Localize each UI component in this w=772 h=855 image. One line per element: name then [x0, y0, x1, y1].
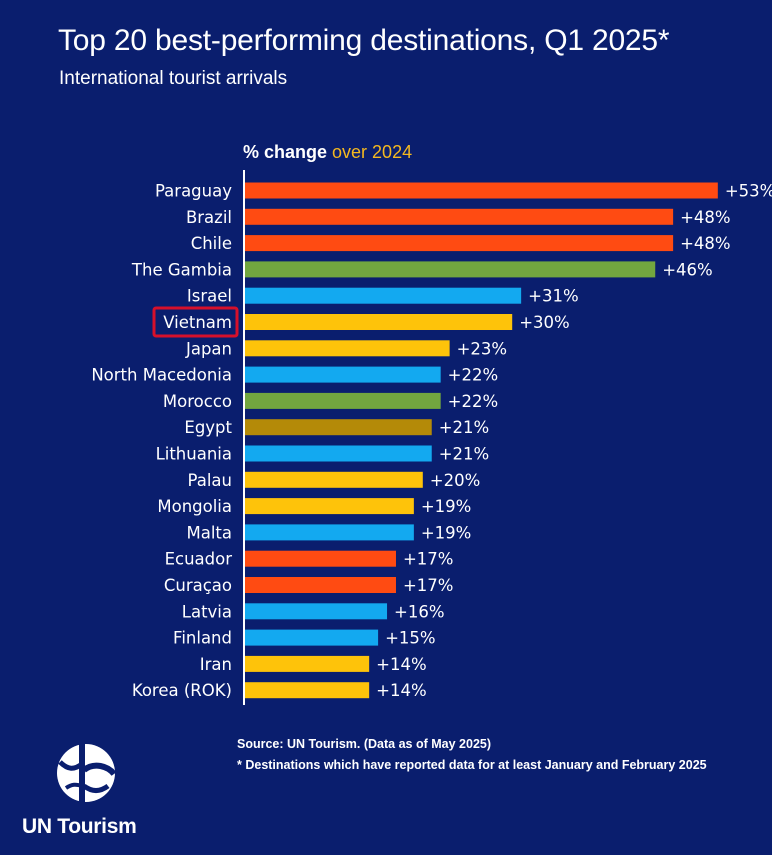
highlight-box: [152, 306, 239, 338]
bar-6: [244, 340, 450, 357]
category-label-7: North Macedonia: [91, 366, 232, 385]
brand-name: UN Tourism: [22, 815, 137, 838]
chart-subtitle: International tourist arrivals: [59, 68, 288, 89]
category-label-12: Mongolia: [157, 497, 232, 516]
bar-8: [244, 392, 441, 409]
value-label-3: +46%: [662, 260, 713, 279]
category-label-3: The Gambia: [131, 260, 232, 279]
value-label-19: +14%: [376, 681, 427, 700]
bar-11: [244, 471, 423, 488]
bar-18: [244, 655, 370, 672]
bar-9: [244, 419, 432, 436]
bar-13: [244, 524, 414, 541]
axis-heading: % change over 2024: [243, 142, 412, 163]
value-label-2: +48%: [680, 234, 731, 253]
category-label-4: Israel: [187, 287, 232, 306]
category-label-14: Ecuador: [165, 550, 233, 569]
axis-heading-accent: over 2024: [332, 142, 413, 162]
bar-10: [244, 445, 432, 462]
value-label-17: +15%: [385, 629, 436, 648]
bar-2: [244, 235, 674, 252]
category-label-6: Japan: [185, 339, 232, 358]
axis-heading-main: % change: [243, 142, 333, 162]
value-label-13: +19%: [421, 523, 472, 542]
value-label-4: +31%: [528, 287, 579, 306]
bar-1: [244, 208, 674, 225]
category-label-11: Palau: [188, 471, 232, 490]
chart-title: Top 20 best-performing destinations, Q1 …: [58, 24, 670, 57]
value-label-12: +19%: [421, 497, 472, 516]
value-label-18: +14%: [376, 655, 427, 674]
value-label-0: +53%: [725, 182, 772, 201]
category-label-0: Paraguay: [155, 182, 232, 201]
value-label-10: +21%: [439, 445, 490, 464]
category-label-9: Egypt: [184, 418, 232, 437]
bar-0: [244, 182, 718, 199]
category-label-17: Finland: [173, 629, 232, 648]
value-label-8: +22%: [448, 392, 499, 411]
footnote: * Destinations which have reported data …: [237, 758, 707, 772]
value-label-1: +48%: [680, 208, 731, 227]
category-label-19: Korea (ROK): [132, 681, 232, 700]
category-label-16: Latvia: [182, 602, 232, 621]
bar-14: [244, 550, 396, 567]
bar-15: [244, 577, 396, 593]
value-label-6: +23%: [457, 339, 508, 358]
value-label-11: +20%: [430, 471, 481, 490]
un-tourism-logo-icon: [57, 744, 117, 802]
value-label-9: +21%: [439, 418, 490, 437]
value-label-7: +22%: [448, 366, 499, 385]
category-label-5: Vietnam: [163, 313, 232, 332]
bar-12: [244, 498, 414, 515]
category-label-1: Brazil: [186, 208, 232, 227]
category-label-18: Iran: [200, 655, 232, 674]
value-label-16: +16%: [394, 602, 445, 621]
category-label-2: Chile: [191, 234, 232, 253]
bar-16: [244, 603, 388, 620]
bar-3: [244, 261, 656, 278]
category-label-15: Curaçao: [164, 576, 232, 595]
bar-19: [244, 682, 370, 699]
value-label-5: +30%: [519, 313, 570, 332]
category-label-13: Malta: [186, 523, 232, 542]
value-label-14: +17%: [403, 550, 454, 569]
bar-chart: Paraguay +53% Brazil +48% Chile +48% The Gambi…: [91, 170, 772, 705]
bar-4: [244, 287, 522, 304]
category-label-8: Morocco: [163, 392, 232, 411]
value-label-15: +17%: [403, 576, 454, 595]
bar-7: [244, 366, 441, 383]
category-label-10: Lithuania: [156, 445, 232, 464]
source-note: Source: UN Tourism. (Data as of May 2025…: [237, 737, 492, 751]
bar-5: [244, 314, 513, 330]
bar-17: [244, 629, 379, 646]
